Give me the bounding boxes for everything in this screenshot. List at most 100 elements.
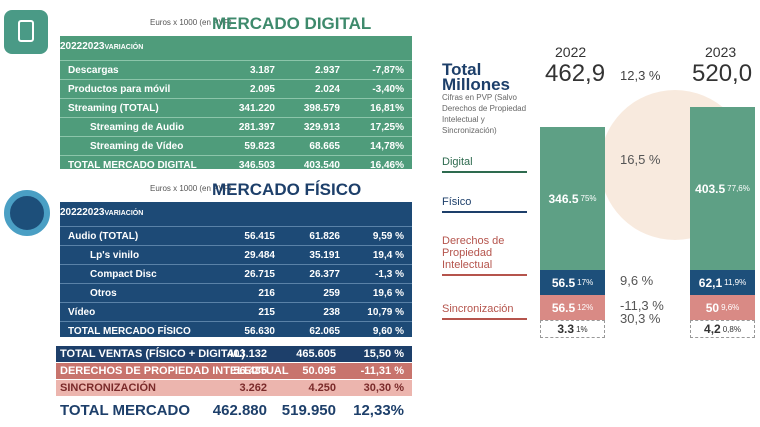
value-2023: 238 — [323, 307, 340, 318]
bar-segment: 62,1 11,9% — [690, 270, 755, 295]
bar-segment: 4,2 0,8% — [690, 320, 755, 338]
value-2022: 3.262 — [239, 382, 267, 394]
segment-share: 0,8% — [722, 324, 741, 334]
column-header: 2023 — [82, 41, 105, 52]
segment-value: 3.3 — [557, 322, 575, 336]
year-label: 2023 — [705, 44, 737, 60]
column-header: VARIACIÓN — [104, 210, 144, 217]
table-row: Descargas 3.187 2.937 -7,87% — [60, 60, 412, 80]
variation: 17,25% — [370, 122, 404, 133]
physical-icon — [4, 190, 50, 236]
segment-share: 9,6% — [721, 303, 740, 312]
value-2023: 35.191 — [309, 250, 340, 261]
change-value: -11,3 % — [620, 298, 664, 313]
value-2022: 26.715 — [244, 269, 275, 280]
column-header: 2023 — [82, 207, 105, 218]
row-label: Streaming de Vídeo — [90, 141, 184, 152]
value-2023: 68.665 — [309, 141, 340, 152]
value-2022: 341.220 — [238, 103, 275, 114]
value-2022: 56.630 — [244, 326, 275, 337]
table-row: Audio (TOTAL) 56.415 61.826 9,59 % — [60, 226, 412, 246]
change-value: 9,6 % — [620, 273, 654, 288]
variation: 12,33% — [353, 402, 404, 419]
segment-value: 56.5 — [551, 275, 576, 290]
value-2022: 56.485 — [233, 365, 267, 377]
table-panel: 20222023VARIACIÓN Audio (TOTAL) 56.415 61.8… — [60, 202, 412, 337]
segment-label: Digital — [442, 156, 527, 173]
value-2022: 462.880 — [212, 402, 267, 419]
segment-label: Sincronización — [442, 303, 527, 320]
year-label: 2022 — [555, 44, 587, 60]
value-2023: 62.065 — [309, 326, 340, 337]
value-2022: 215 — [258, 307, 275, 318]
value-2023: 519.950 — [281, 402, 336, 419]
value-2022: 2.095 — [249, 84, 275, 95]
variation: 16,81% — [370, 103, 404, 114]
variation: 19,4 % — [372, 250, 404, 261]
variation: 9,60 % — [372, 326, 404, 337]
column-header: VARIACIÓN — [104, 44, 144, 51]
variation: 30,30 % — [363, 382, 404, 394]
segment-share: 1% — [576, 324, 588, 334]
table-row: Productos para móvil 2.095 2.024 -3,40% — [60, 79, 412, 99]
summary-title: Total Millones — [442, 60, 511, 94]
bar-segment: 56.5 17% — [540, 270, 605, 295]
change-value: 16,5 % — [620, 152, 661, 167]
value-2023: 50.095 — [302, 365, 336, 377]
bar-segment: 403.5 77,6% — [690, 107, 755, 270]
variation: 15,50 % — [363, 348, 404, 360]
segment-value: 4,2 — [704, 322, 721, 336]
segment-share: 12% — [577, 303, 594, 312]
variation: 14,78% — [370, 141, 404, 152]
value-2023: 4.250 — [308, 382, 336, 394]
value-2022: 346.503 — [238, 160, 275, 171]
value-2023: 259 — [323, 288, 340, 299]
table-row: TOTAL MERCADO DIGITAL 346.503 403.540 16,46… — [60, 155, 412, 175]
table-row: Streaming de Vídeo 59.823 68.665 14,78% — [60, 136, 412, 156]
segment-value: 403.5 — [695, 181, 726, 196]
table-row: Otros 216 259 19,6 % — [60, 283, 412, 303]
table-row: Vídeo 215 238 10,79 % — [60, 302, 412, 322]
value-2022: 281.397 — [238, 122, 275, 133]
digital-icon — [4, 10, 48, 54]
segment-share: 77,6% — [727, 184, 750, 193]
value-2022: 216 — [258, 288, 275, 299]
bar-segment: 346.5 75% — [540, 127, 605, 270]
row-label: SINCRONIZACIÓN — [60, 382, 156, 394]
bar-segment: 50 9,6% — [690, 295, 755, 320]
row-label: Otros — [90, 288, 117, 299]
variation: 10,79 % — [367, 307, 404, 318]
value-2023: 465.605 — [296, 348, 336, 360]
segment-share: 75% — [580, 194, 597, 203]
row-label: DERECHOS DE PROPIEDAD INTELECTUAL — [60, 365, 289, 377]
row-label: Descargas — [68, 65, 119, 76]
segment-share: 17% — [577, 278, 594, 287]
table-panel: 20222023VARIACIÓN Descargas 3.187 2.937 -7,8… — [60, 36, 412, 171]
total-row: TOTAL VENTAS (FÍSICO + DIGITAL) 403.132 46… — [56, 346, 412, 362]
row-label: Productos para móvil — [68, 84, 171, 95]
column-header: 2022 — [60, 207, 83, 218]
value-2022: 59.823 — [244, 141, 275, 152]
segment-label: Derechos de Propiedad Intelectual — [442, 235, 527, 276]
value-2022: 3.187 — [249, 65, 275, 76]
row-label: Streaming de Audio — [90, 122, 185, 133]
total-value: 462,9 — [545, 60, 606, 87]
variation: -11,31 % — [360, 365, 404, 377]
total-value: 520,0 — [692, 60, 753, 87]
bar-segment: 3.3 1% — [540, 320, 605, 338]
segment-value: 56.5 — [551, 300, 576, 315]
value-2023: 26.377 — [309, 269, 340, 280]
total-row: DERECHOS DE PROPIEDAD INTELECTUAL 56.485 5… — [56, 363, 412, 379]
row-label: TOTAL MERCADO — [60, 402, 190, 419]
row-label: Streaming (TOTAL) — [68, 103, 159, 114]
variation: 19,6 % — [372, 288, 404, 299]
bar-segment: 56.5 12% — [540, 295, 605, 320]
value-2023: 61.826 — [309, 231, 340, 242]
value-2023: 2.024 — [314, 84, 340, 95]
summary-subtitle: Cifras en PVP (Salvo Derechos de Propied… — [442, 93, 527, 135]
segment-value: 346.5 — [548, 191, 579, 206]
variation: 9,59 % — [372, 231, 404, 242]
variation: 16,46% — [370, 160, 404, 171]
value-2023: 329.913 — [303, 122, 340, 133]
